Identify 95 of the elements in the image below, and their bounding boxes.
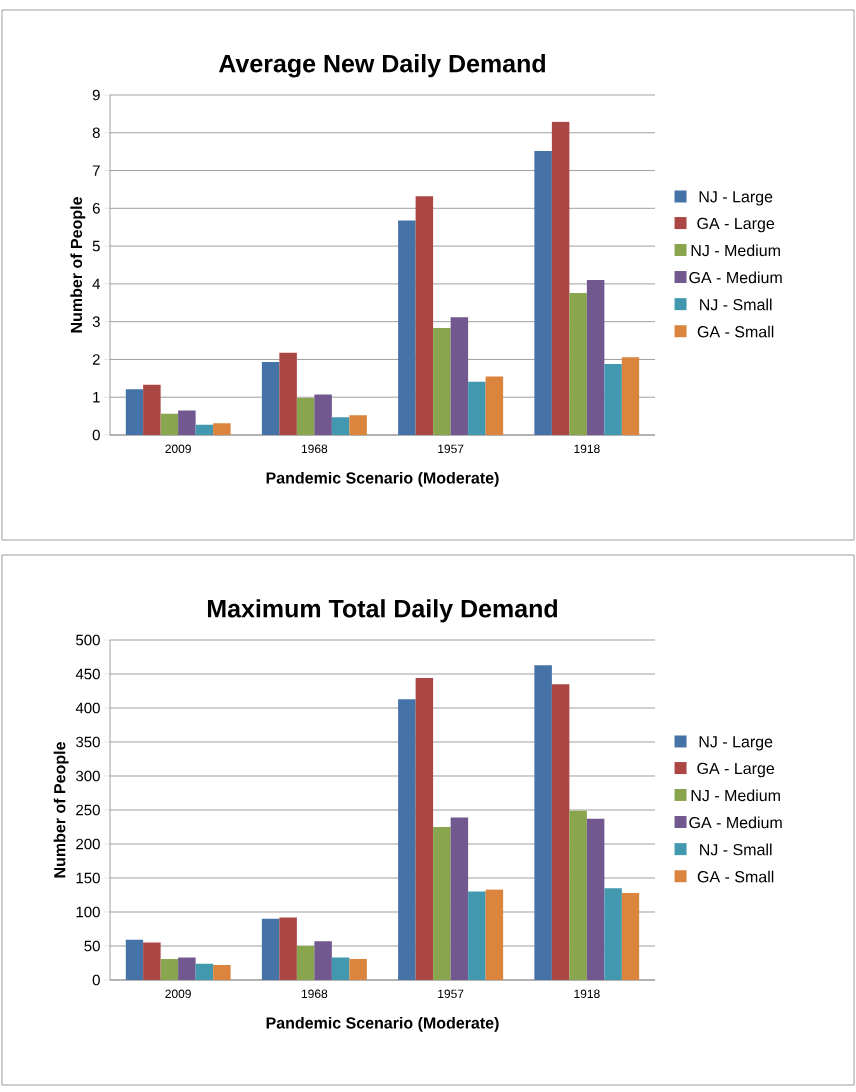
bar	[314, 394, 332, 435]
y-tick-label: 450	[75, 668, 100, 680]
bar	[125, 389, 144, 435]
y-tick-label: 100	[76, 906, 100, 918]
bar	[331, 417, 350, 435]
bar	[178, 957, 196, 980]
bar	[125, 939, 144, 980]
legend-label: NJ - Large	[699, 736, 773, 751]
bar	[296, 945, 315, 980]
y-tick-label: 7	[92, 165, 100, 176]
bar	[213, 423, 231, 435]
y-tick-label: 6	[92, 203, 100, 214]
bar	[195, 963, 214, 980]
x-tick-label: 1918	[574, 989, 600, 999]
bar	[279, 917, 297, 980]
bar	[261, 362, 280, 435]
bar	[485, 376, 504, 435]
y-tick-label: 4	[92, 278, 101, 290]
legend-label: NJ - Medium	[691, 789, 780, 802]
bar	[551, 684, 570, 980]
bar	[398, 220, 416, 435]
bar	[195, 424, 214, 435]
bar	[261, 918, 280, 980]
bar	[485, 889, 504, 980]
x-tick-label: 2009	[165, 989, 191, 999]
y-tick-label: 8	[92, 127, 100, 139]
y-tick-label: 9	[92, 89, 100, 101]
bar	[534, 665, 552, 980]
x-axis-title: Pandemic Scenario (Moderate)	[266, 1016, 499, 1032]
bar	[415, 196, 434, 435]
y-tick-label: 3	[92, 316, 100, 327]
bar	[143, 384, 161, 435]
legend-label: NJ - Large	[699, 191, 773, 206]
y-tick-label: 1	[93, 392, 100, 403]
bar	[621, 357, 640, 435]
bar	[604, 363, 622, 435]
bar	[296, 397, 315, 435]
bar	[433, 328, 451, 435]
bar	[279, 352, 297, 435]
bar	[349, 958, 367, 980]
x-tick-label: 1957	[438, 444, 464, 454]
bar	[450, 817, 469, 980]
x-tick-label: 1957	[438, 989, 464, 999]
bar	[331, 957, 350, 980]
y-axis-title: Number of People	[70, 197, 86, 333]
bar	[314, 941, 332, 980]
bar	[143, 942, 161, 980]
y-tick-label: 50	[84, 940, 100, 952]
y-axis-title: Number of People	[53, 742, 69, 878]
bar	[213, 965, 231, 980]
y-tick-label: 400	[75, 702, 100, 714]
x-tick-label: 2009	[165, 444, 191, 454]
legend-label: GA - Small	[697, 870, 774, 883]
y-tick-label: 250	[76, 804, 100, 816]
legend-label: NJ - Medium	[691, 244, 780, 257]
legend-label: GA - Small	[697, 325, 774, 338]
y-tick-label: 2	[92, 354, 100, 365]
bar	[433, 827, 451, 980]
bar	[349, 415, 367, 435]
bar	[569, 292, 587, 435]
legend-label: GA - Medium	[689, 271, 782, 284]
legend-label: GA - Large	[697, 217, 775, 233]
legend-label: GA - Large	[697, 762, 775, 778]
x-tick-label: 1968	[301, 444, 328, 454]
bar	[621, 892, 640, 980]
bar	[415, 678, 434, 980]
bar	[398, 699, 416, 980]
bar	[468, 381, 486, 435]
legend-label: NJ - Small	[700, 298, 772, 311]
chart-title: Maximum Total Daily Demand	[207, 599, 558, 623]
bar	[604, 888, 622, 980]
bar	[468, 891, 486, 980]
bar	[569, 810, 587, 980]
bar	[160, 413, 179, 435]
bar	[450, 317, 469, 435]
bar	[586, 280, 605, 435]
y-tick-label: 0	[92, 974, 100, 986]
y-tick-label: 500	[76, 634, 100, 646]
y-tick-label: 300	[76, 770, 100, 782]
y-tick-label: 5	[92, 240, 100, 252]
bar	[160, 958, 179, 980]
legend-label: GA - Medium	[689, 816, 782, 829]
x-axis-title: Pandemic Scenario (Moderate)	[266, 471, 499, 487]
bar	[178, 410, 196, 435]
bar	[534, 150, 552, 435]
chart-title: Average New Daily Demand	[218, 54, 545, 78]
y-tick-label: 350	[76, 736, 100, 748]
y-tick-label: 150	[76, 872, 100, 884]
y-tick-label: 0	[92, 429, 100, 441]
x-tick-label: 1918	[574, 444, 600, 454]
x-tick-label: 1968	[301, 989, 328, 999]
y-tick-label: 200	[76, 838, 100, 850]
bar	[586, 818, 605, 980]
legend-label: NJ - Small	[700, 843, 772, 856]
bar	[551, 121, 570, 435]
